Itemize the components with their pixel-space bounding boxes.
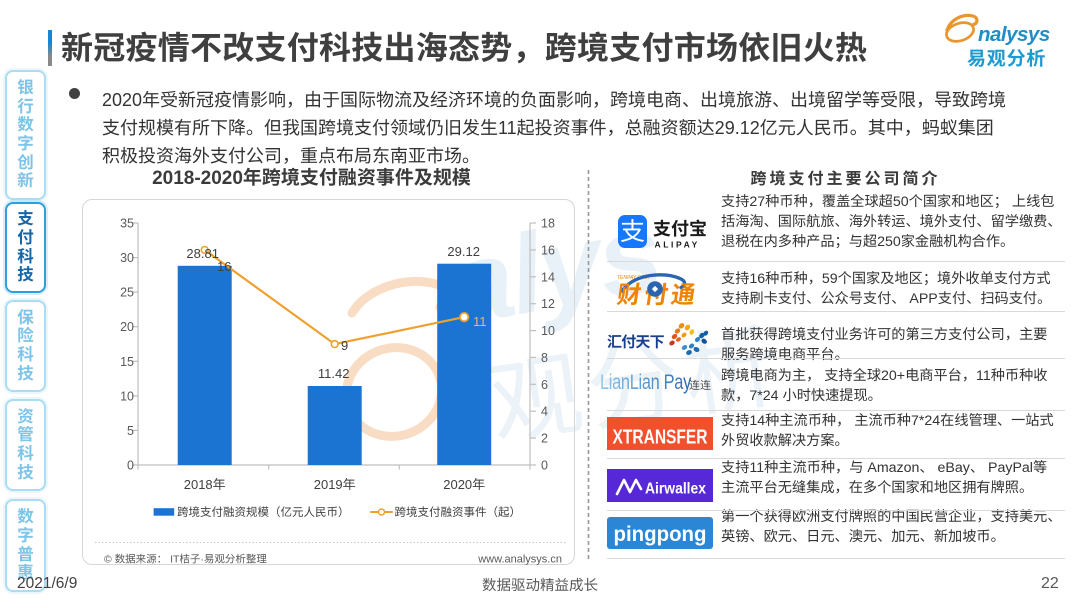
svg-text:25: 25 xyxy=(120,286,134,300)
svg-text:29.12: 29.12 xyxy=(447,244,480,259)
svg-text:2020年: 2020年 xyxy=(443,477,485,492)
svg-text:0: 0 xyxy=(127,459,134,473)
svg-text:汇付天下: 汇付天下 xyxy=(607,331,665,352)
svg-text:18: 18 xyxy=(541,217,555,231)
svg-text:© 数据来源： IT桔子·易观分析整理: © 数据来源： IT桔子·易观分析整理 xyxy=(104,554,267,566)
svg-text:10: 10 xyxy=(541,324,555,338)
svg-text:TENPAY.COM: TENPAY.COM xyxy=(617,275,650,281)
svg-text:4: 4 xyxy=(541,405,548,419)
svg-text:35: 35 xyxy=(120,217,134,231)
svg-text:12: 12 xyxy=(541,297,555,311)
svg-text:Airwallex: Airwallex xyxy=(645,481,706,498)
svg-text:www.analysys.cn: www.analysys.cn xyxy=(477,554,562,566)
svg-text:跨境支付融资规模（亿元人民币）: 跨境支付融资规模（亿元人民币） xyxy=(177,506,350,519)
svg-text:XTRANSFER: XTRANSFER xyxy=(613,427,708,449)
svg-text:6: 6 xyxy=(541,378,548,392)
svg-text:LianLian Pay: LianLian Pay xyxy=(600,370,692,393)
svg-text:连连: 连连 xyxy=(689,377,711,393)
svg-text:15: 15 xyxy=(120,355,134,369)
svg-text:2019年: 2019年 xyxy=(314,477,356,492)
svg-text:5: 5 xyxy=(127,424,134,438)
svg-text:易观分析: 易观分析 xyxy=(967,48,1046,70)
svg-text:2018年: 2018年 xyxy=(184,477,226,492)
svg-text:10: 10 xyxy=(120,389,134,403)
svg-text:30: 30 xyxy=(120,251,134,265)
svg-text:跨境支付融资事件（起）: 跨境支付融资事件（起） xyxy=(395,506,522,519)
svg-text:nalysys: nalysys xyxy=(978,23,1050,46)
svg-text:0: 0 xyxy=(541,459,548,473)
svg-text:9: 9 xyxy=(341,338,348,353)
svg-text:20: 20 xyxy=(120,320,134,334)
svg-text:28.81: 28.81 xyxy=(186,246,219,261)
svg-text:14: 14 xyxy=(541,270,555,284)
svg-text:16: 16 xyxy=(217,259,231,274)
svg-text:11: 11 xyxy=(473,314,487,329)
svg-text:ALIPAY: ALIPAY xyxy=(655,240,700,250)
svg-text:2: 2 xyxy=(541,432,548,446)
svg-text:支: 支 xyxy=(620,212,645,248)
svg-text:16: 16 xyxy=(541,243,555,257)
svg-text:8: 8 xyxy=(541,351,548,365)
svg-text:11.42: 11.42 xyxy=(318,366,350,381)
svg-text:支付宝: 支付宝 xyxy=(653,215,707,241)
svg-text:pingpong: pingpong xyxy=(614,523,707,546)
